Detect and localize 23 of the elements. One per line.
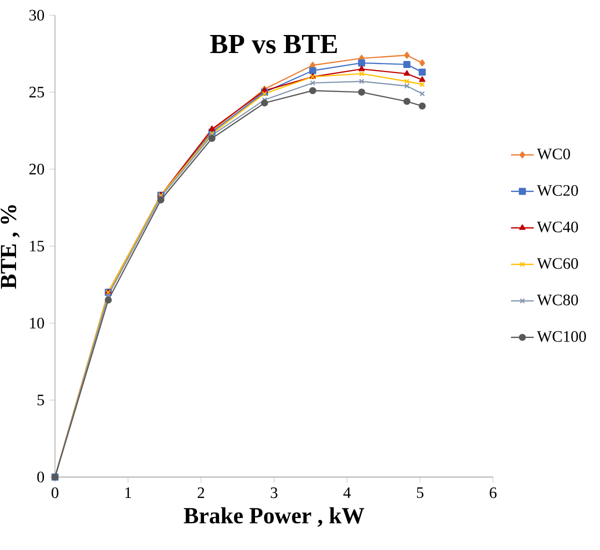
y-tick-label: 5 [38, 394, 44, 406]
y-tick-label: 30 [29, 10, 44, 21]
x-tick-label: 5 [416, 487, 424, 498]
y-tick-label: 15 [30, 240, 44, 252]
y-axis-title: BTE , % [0, 205, 20, 289]
legend-label: WC100 [536, 331, 586, 342]
legend-label: WC60 [536, 258, 578, 269]
x-tick-label: 1 [125, 487, 132, 498]
text: BP vs BTE [210, 35, 337, 54]
legend-label: WC20 [536, 185, 578, 196]
x-tick-label: 3 [270, 487, 278, 498]
x-tick-label: 4 [343, 487, 351, 498]
legend-label: WC40 [536, 222, 578, 232]
x-tick-label: 2 [198, 487, 204, 498]
y-tick-label: 0 [37, 472, 44, 482]
x-tick-label: 6 [490, 487, 497, 498]
y-tick-label: 25 [29, 86, 44, 98]
y-tick-label: 10 [30, 318, 44, 328]
legend-label: WC0 [536, 148, 570, 160]
legend-label: WC80 [536, 294, 578, 306]
x-tick-label: 0 [52, 487, 58, 498]
y-tick-label: 20 [29, 164, 44, 175]
x-axis-title: Brake Power , kW [184, 507, 364, 527]
